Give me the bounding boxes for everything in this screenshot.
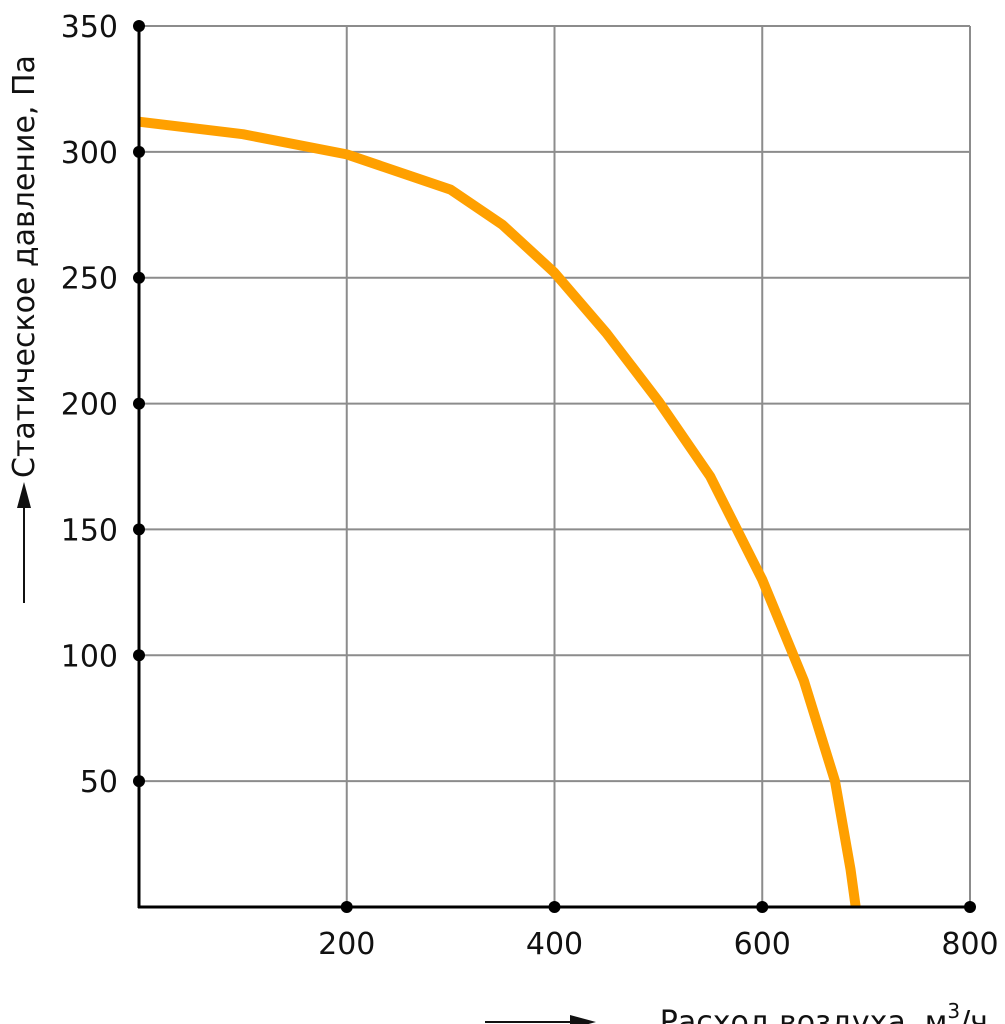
x-tick-label-800: 800 xyxy=(941,927,998,962)
y-tick-dot-350 xyxy=(133,20,145,32)
grid xyxy=(139,25,971,907)
pressure-curve xyxy=(138,116,861,908)
x-tick-label-400: 400 xyxy=(526,927,583,962)
y-tick-dot-150 xyxy=(133,523,145,536)
x-tick-dot-200 xyxy=(340,901,353,913)
x-axis-label: Расход воздуха, м3/ч xyxy=(660,999,988,1024)
y-tick-dot-200 xyxy=(133,397,145,410)
y-tick-dot-250 xyxy=(133,271,145,284)
y-tick-label-250: 250 xyxy=(61,262,118,297)
y-axis-arrow-head xyxy=(17,482,31,508)
y-tick-dot-100 xyxy=(133,649,145,662)
y-tick-label-200: 200 xyxy=(61,388,118,423)
y-tick-label-150: 150 xyxy=(61,513,118,548)
x-tick-label-200: 200 xyxy=(318,927,375,962)
y-tick-dot-50 xyxy=(133,775,145,788)
curves xyxy=(138,116,861,908)
y-tick-dot-300 xyxy=(133,145,145,158)
y-axis-label: Статическое давление, Па xyxy=(7,55,42,478)
y-tick-label-50: 50 xyxy=(80,765,118,800)
tick-labels: 50 100 150 200 250 300 350 200 400 600 800 xyxy=(61,10,999,962)
x-tick-dot-400 xyxy=(548,901,561,913)
ticks xyxy=(133,20,976,913)
x-tick-label-600: 600 xyxy=(734,927,791,962)
x-tick-dot-800 xyxy=(964,901,976,913)
y-tick-label-350: 350 xyxy=(61,10,118,45)
x-axis-title: Расход воздуха, м3/ч xyxy=(485,999,988,1024)
y-axis-title: Статическое давление, Па xyxy=(7,55,42,603)
y-tick-label-100: 100 xyxy=(61,639,118,674)
x-tick-dot-600 xyxy=(756,901,769,913)
x-axis-arrow-head xyxy=(570,1015,596,1024)
y-tick-label-300: 300 xyxy=(61,136,118,171)
